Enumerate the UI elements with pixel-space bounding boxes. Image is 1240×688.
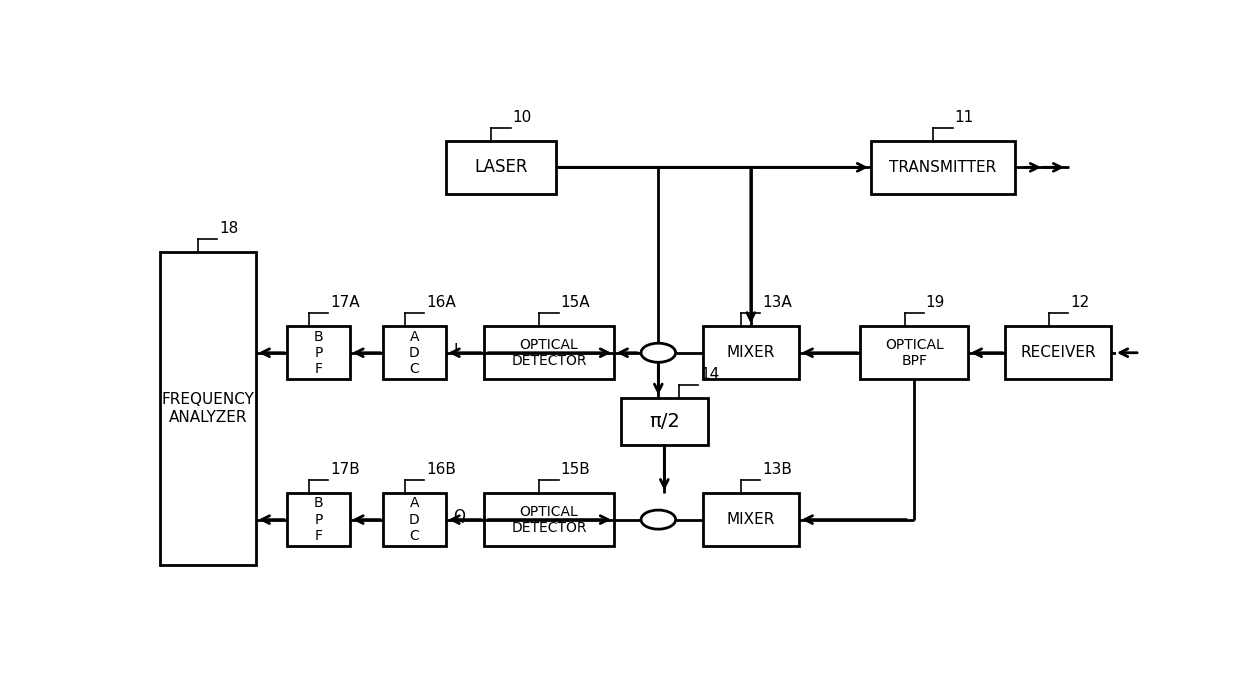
Text: 13B: 13B — [763, 462, 792, 477]
Text: A
D
C: A D C — [409, 497, 420, 543]
Bar — [703, 493, 799, 546]
Bar — [383, 326, 445, 379]
Bar — [288, 493, 350, 546]
Text: A
D
C: A D C — [409, 330, 420, 376]
Text: 14: 14 — [699, 367, 719, 382]
Bar — [288, 326, 350, 379]
Text: π/2: π/2 — [649, 412, 680, 431]
Text: OPTICAL
BPF: OPTICAL BPF — [885, 338, 944, 368]
Bar — [445, 141, 557, 194]
Text: B
P
F: B P F — [314, 497, 324, 543]
Bar — [383, 493, 445, 546]
Bar — [703, 326, 799, 379]
Text: MIXER: MIXER — [727, 512, 775, 527]
Bar — [484, 326, 614, 379]
Text: Q: Q — [454, 509, 465, 524]
Text: MIXER: MIXER — [727, 345, 775, 361]
Bar — [1006, 326, 1111, 379]
Text: B
P
F: B P F — [314, 330, 324, 376]
Bar — [484, 493, 614, 546]
Bar — [861, 326, 968, 379]
Text: 16B: 16B — [427, 462, 456, 477]
Text: FREQUENCY
ANALYZER: FREQUENCY ANALYZER — [161, 392, 254, 424]
Text: 13A: 13A — [763, 295, 792, 310]
Bar — [621, 398, 708, 445]
Text: I: I — [454, 343, 458, 358]
Text: 12: 12 — [1070, 295, 1089, 310]
Text: LASER: LASER — [474, 158, 528, 176]
Text: OPTICAL
DETECTOR: OPTICAL DETECTOR — [511, 338, 587, 368]
Bar — [870, 141, 1016, 194]
Text: 15A: 15A — [560, 295, 590, 310]
Text: 17A: 17A — [330, 295, 360, 310]
Text: 16A: 16A — [427, 295, 456, 310]
Text: 18: 18 — [219, 221, 238, 236]
Text: 19: 19 — [926, 295, 945, 310]
Text: 10: 10 — [512, 110, 532, 125]
Bar — [160, 252, 255, 565]
Text: TRANSMITTER: TRANSMITTER — [889, 160, 997, 175]
Text: 17B: 17B — [330, 462, 360, 477]
Text: OPTICAL
DETECTOR: OPTICAL DETECTOR — [511, 504, 587, 535]
Text: RECEIVER: RECEIVER — [1021, 345, 1096, 361]
Text: 11: 11 — [955, 110, 973, 125]
Text: 15B: 15B — [560, 462, 590, 477]
